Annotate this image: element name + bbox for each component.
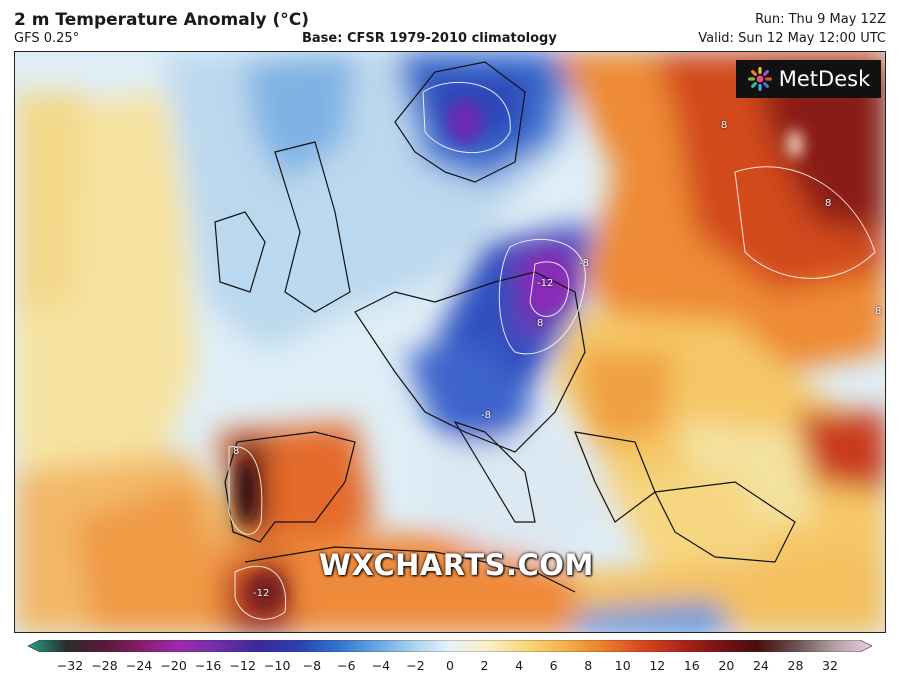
colorbar-tick-label: 32 — [822, 658, 838, 673]
colorbar-tick-label: 4 — [515, 658, 524, 673]
contour-lines — [228, 81, 876, 620]
colorbar-tick-label: −28 — [91, 658, 118, 673]
colorbar-tick-label: −24 — [125, 658, 153, 673]
colorbar-tick-label: 28 — [787, 658, 804, 673]
anomaly-field — [15, 52, 885, 632]
contour-label: -8 — [579, 258, 589, 269]
anomaly-detail — [237, 100, 803, 612]
chart-title: 2 m Temperature Anomaly (°C) — [14, 10, 310, 30]
metdesk-starburst-icon — [747, 67, 772, 91]
colorbar-tick-label: −6 — [337, 658, 356, 673]
colorbar-tick-label: −2 — [406, 658, 425, 673]
colorbar-tick-label: −8 — [302, 658, 322, 673]
coastlines — [214, 61, 796, 593]
colorbar-tick-label: 6 — [549, 658, 558, 673]
contour-label: 8 — [875, 306, 882, 317]
colorbar — [28, 640, 872, 652]
watermark: WXCHARTS.COM — [319, 548, 594, 582]
contour-label: -8 — [481, 410, 491, 421]
contour-label: 8 — [825, 198, 832, 209]
model-name: GFS 0.25° — [14, 31, 80, 46]
map-canvas — [15, 52, 885, 632]
contour-label: 8 — [537, 318, 544, 329]
contour-label: -12 — [253, 588, 270, 599]
colorbar-tick-label: −10 — [264, 658, 291, 673]
colorbar-tick-label: 12 — [649, 658, 666, 673]
colorbar-tick-label: −16 — [194, 658, 222, 673]
colorbar-tick-label: −20 — [160, 658, 187, 673]
valid-time: Valid: Sun 12 May 12:00 UTC — [698, 31, 886, 46]
anomaly-map[interactable]: -12 -8 8 -8 8 8 8 -12 8 MetDesk WXCHARTS… — [14, 51, 886, 633]
contour-label: -12 — [537, 278, 554, 289]
colorbar-gradient — [28, 640, 872, 652]
climatology-base: Base: CFSR 1979-2010 climatology — [302, 31, 557, 46]
logo-text: MetDesk — [778, 67, 871, 91]
metdesk-logo: MetDesk — [736, 60, 881, 98]
colorbar-tick-label: −4 — [371, 658, 391, 673]
colorbar-tick-label: 10 — [614, 658, 631, 673]
contour-label: 8 — [233, 446, 240, 457]
colorbar-tick-label: 8 — [584, 658, 593, 673]
colorbar-tick-label: −12 — [229, 658, 256, 673]
colorbar-tick-label: 16 — [683, 658, 700, 673]
colorbar-ticks: −32 −28 −24 −20 −16 −12 −10 −8 −6 −4 −2 0 2 4 6 8 10 12 16… — [0, 656, 900, 676]
run-time: Run: Thu 9 May 12Z — [755, 12, 886, 27]
colorbar-tick-label: 0 — [446, 658, 454, 673]
colorbar-tick-label: 24 — [752, 658, 769, 673]
colorbar-tick-label: −32 — [56, 658, 84, 673]
colorbar-tick-label: 20 — [718, 658, 735, 673]
colorbar-tick-label: 2 — [480, 658, 489, 673]
contour-label: 8 — [721, 120, 728, 131]
